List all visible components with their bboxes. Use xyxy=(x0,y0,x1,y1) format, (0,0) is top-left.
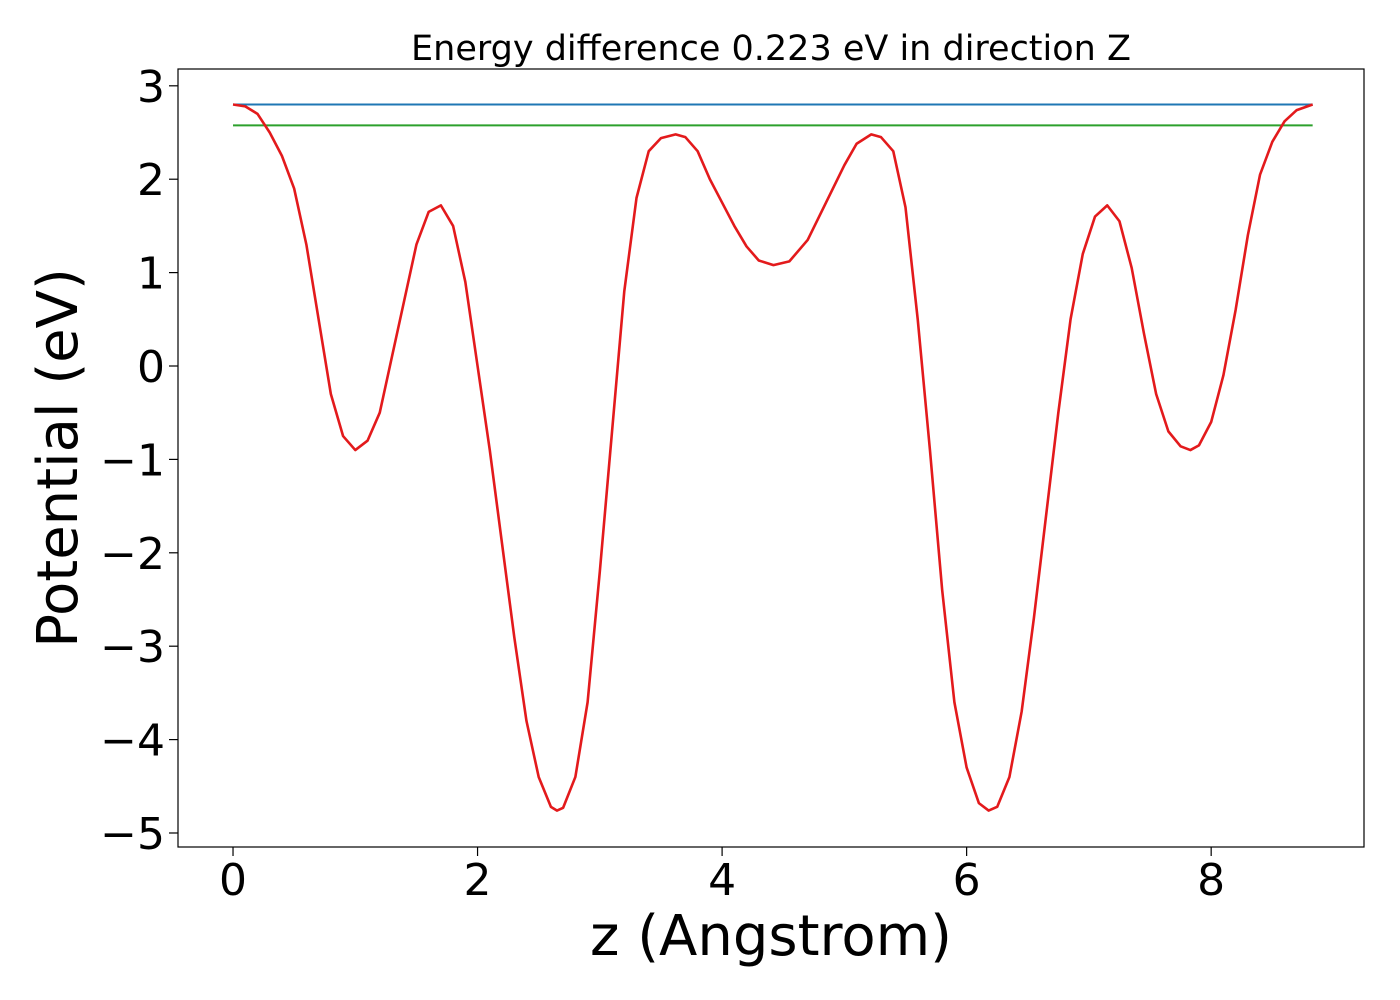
y-tick-label: −3 xyxy=(100,622,165,673)
x-axis: 0 2 4 6 8 xyxy=(219,847,1225,906)
x-tick-label: 4 xyxy=(708,855,736,906)
y-tick-label: −2 xyxy=(100,529,165,580)
series-layer xyxy=(232,103,1314,812)
y-tick-label: −1 xyxy=(100,435,165,486)
plot-area-frame xyxy=(177,68,1365,848)
x-tick-label: 6 xyxy=(953,855,981,906)
y-axis-label: Potential (eV) xyxy=(26,268,91,648)
y-tick-label: 2 xyxy=(137,155,165,206)
y-tick-label: 3 xyxy=(137,62,165,113)
x-axis-label: z (Angstrom) xyxy=(590,904,952,969)
x-tick-label: 2 xyxy=(464,855,492,906)
x-tick-label: 8 xyxy=(1197,855,1225,906)
y-tick-label: −5 xyxy=(100,809,165,860)
y-axis: 3 2 1 0 −1 −2 −3 −4 −5 xyxy=(100,62,178,860)
y-tick-label: 0 xyxy=(137,342,165,393)
y-tick-label: −4 xyxy=(100,716,165,767)
series-line-3 xyxy=(232,103,1314,812)
y-tick-label: 1 xyxy=(137,249,165,300)
x-tick-label: 0 xyxy=(219,855,247,906)
chart-title: Energy difference 0.223 eV in direction … xyxy=(411,29,1131,69)
